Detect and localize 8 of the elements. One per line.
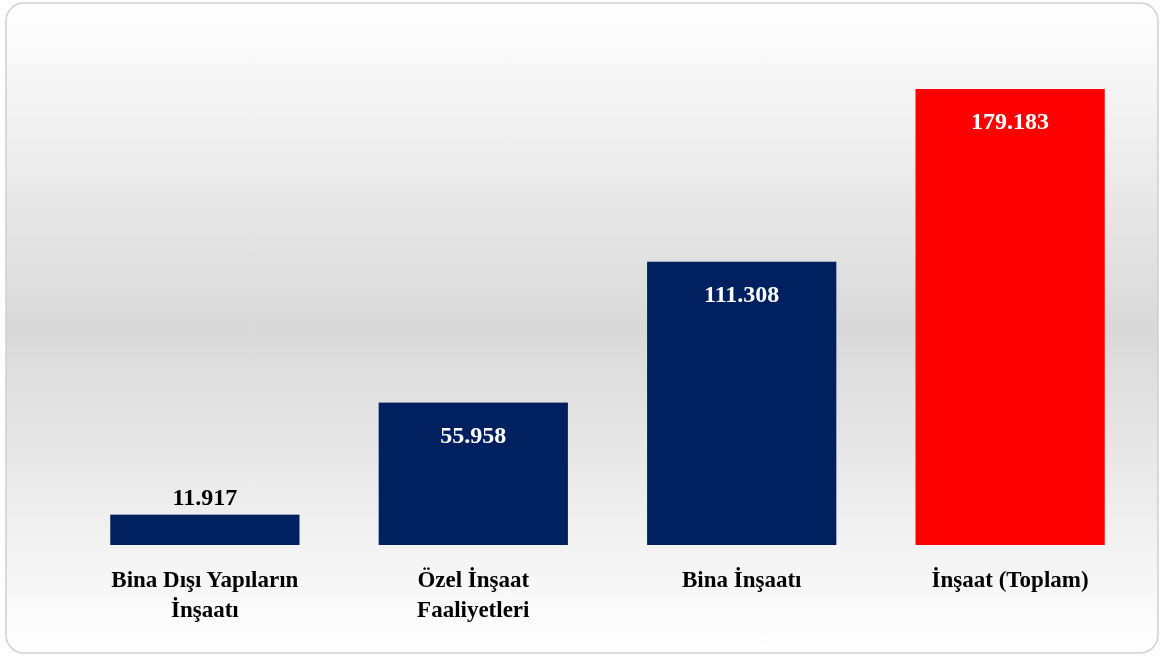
- x-tick-label: Bina İnşaatı: [681, 567, 803, 592]
- data-label: 55.958: [440, 421, 507, 448]
- x-tick-label: İnşaat (Toplam): [931, 567, 1089, 592]
- x-tick-label: Özel İnşaat Faaliyetleri: [417, 567, 531, 622]
- data-label: 11.917: [172, 483, 238, 510]
- x-tick-label: Bina Dışı Yapıların İnşaatı: [111, 567, 299, 622]
- data-label: 111.308: [704, 280, 780, 307]
- data-label: 179.183: [971, 108, 1050, 134]
